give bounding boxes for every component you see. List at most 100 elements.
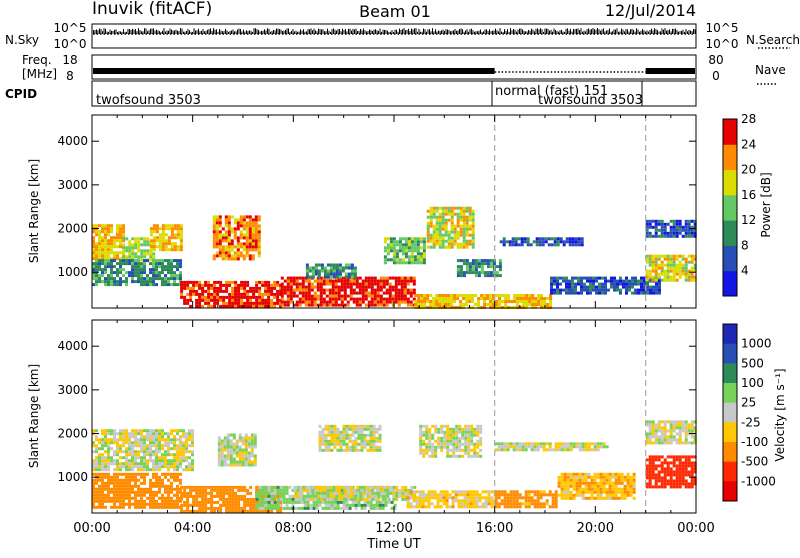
heatmap-cell: [179, 459, 182, 462]
heatmap-cell: [98, 491, 101, 494]
heatmap-cell: [104, 230, 107, 233]
heatmap-cell: [355, 440, 358, 443]
heatmap-cell: [439, 225, 442, 228]
heatmap-cell: [216, 302, 219, 305]
beam-title: Beam 01: [359, 2, 431, 21]
heatmap-cell: [432, 300, 435, 303]
heatmap-cell: [230, 449, 233, 452]
heatmap-cell: [183, 287, 186, 290]
heatmap-cell: [407, 283, 410, 286]
heatmap-cell: [371, 489, 374, 492]
heatmap-cell: [240, 287, 243, 290]
heatmap-cell: [177, 230, 180, 233]
heatmap-cell: [225, 287, 228, 290]
heatmap-cell: [545, 240, 548, 243]
heatmap-cell: [195, 486, 198, 489]
heatmap-cell: [420, 294, 423, 297]
heatmap-cell: [580, 277, 583, 280]
heatmap-cell: [296, 286, 299, 289]
heatmap-cell: [395, 301, 398, 304]
heatmap-cell: [595, 286, 598, 289]
heatmap-cell: [431, 449, 434, 452]
heatmap-cell: [164, 491, 167, 494]
heatmap-cell: [283, 498, 286, 501]
heatmap-cell: [519, 442, 522, 445]
heatmap-cell: [240, 489, 243, 492]
nsky-sample: [500, 28, 501, 34]
nsky-sample: [561, 30, 562, 34]
heatmap-cell: [475, 274, 478, 277]
heatmap-cell: [171, 230, 174, 233]
nsky-sample: [417, 32, 418, 34]
heatmap-cell: [149, 488, 152, 491]
heatmap-cell: [443, 440, 446, 443]
nsky-sample: [182, 29, 183, 34]
heatmap-cell: [155, 468, 158, 471]
heatmap-cell: [246, 251, 249, 254]
heatmap-cell: [417, 297, 420, 300]
heatmap-cell: [95, 245, 98, 248]
heatmap-cell: [231, 501, 234, 504]
heatmap-cell: [329, 280, 332, 283]
heatmap-cell: [348, 267, 351, 270]
nsky-sample: [446, 29, 447, 34]
heatmap-cell: [213, 245, 216, 248]
nsky-sample: [144, 28, 145, 34]
heatmap-cell: [191, 459, 194, 462]
heatmap-cell: [116, 453, 119, 456]
heatmap-cell: [149, 283, 152, 286]
heatmap-cell: [679, 276, 682, 279]
heatmap-cell: [322, 449, 325, 452]
heatmap-cell: [688, 273, 691, 276]
heatmap-cell: [180, 507, 183, 510]
heatmap-cell: [631, 292, 634, 295]
heatmap-cell: [393, 261, 396, 264]
heatmap-cell: [251, 443, 254, 446]
heatmap-cell: [404, 298, 407, 301]
heatmap-cell: [342, 270, 345, 273]
heatmap-cell: [290, 280, 293, 283]
heatmap-cell: [222, 296, 225, 299]
heatmap-cell: [161, 438, 164, 441]
heatmap-cell: [188, 438, 191, 441]
heatmap-cell: [368, 492, 371, 495]
heatmap-cell: [465, 300, 468, 303]
heatmap-cell: [224, 461, 227, 464]
heatmap-cell: [207, 290, 210, 293]
heatmap-cell: [392, 298, 395, 301]
heatmap-cell: [563, 243, 566, 246]
heatmap-cell: [604, 289, 607, 292]
heatmap-cell: [156, 236, 159, 239]
heatmap-cell: [237, 239, 240, 242]
heatmap-cell: [237, 236, 240, 239]
heatmap-cell: [237, 242, 240, 245]
heatmap-cell: [222, 495, 225, 498]
heatmap-cell: [370, 507, 373, 510]
heatmap-cell: [128, 473, 131, 476]
heatmap-cell: [578, 240, 581, 243]
heatmap-cell: [176, 465, 179, 468]
heatmap-cell: [312, 273, 315, 276]
nsky-sample: [344, 30, 345, 34]
heatmap-cell: [670, 279, 673, 282]
heatmap-cell: [356, 486, 359, 489]
heatmap-cell: [158, 447, 161, 450]
heatmap-cell: [374, 301, 377, 304]
heatmap-cell: [107, 280, 110, 283]
heatmap-cell: [467, 490, 470, 493]
heatmap-cell: [383, 277, 386, 280]
heatmap-cell: [640, 280, 643, 283]
heatmap-cell: [365, 492, 368, 495]
heatmap-cell: [396, 249, 399, 252]
heatmap-cell: [356, 298, 359, 301]
heatmap-cell: [153, 245, 156, 248]
heatmap-cell: [332, 486, 335, 489]
heatmap-cell: [219, 248, 222, 251]
heatmap-cell: [370, 443, 373, 446]
heatmap-cell: [436, 240, 439, 243]
heatmap-cell: [428, 499, 431, 502]
heatmap-cell: [258, 290, 261, 293]
heatmap-cell: [101, 456, 104, 459]
heatmap-cell: [149, 485, 152, 488]
heatmap-cell: [213, 221, 216, 224]
